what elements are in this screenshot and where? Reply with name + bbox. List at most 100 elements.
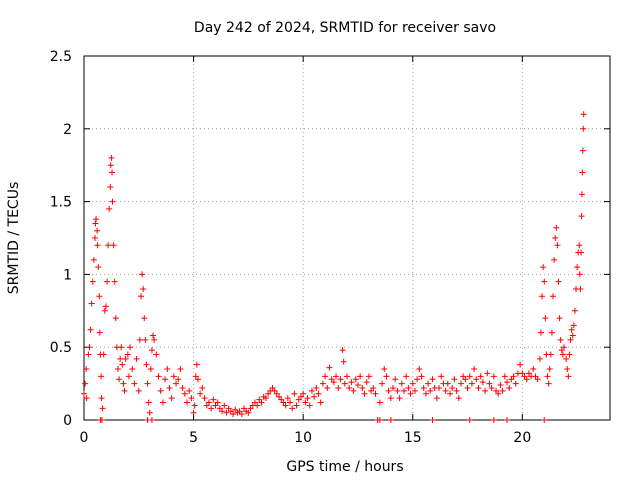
data-point <box>121 387 128 394</box>
data-point <box>578 213 585 220</box>
data-point <box>398 380 405 387</box>
data-point <box>92 220 99 227</box>
data-point <box>148 347 155 354</box>
data-point <box>109 198 116 205</box>
data-point <box>354 382 361 389</box>
data-point <box>141 315 148 322</box>
data-point <box>186 387 193 394</box>
y-axis-title: SRMTID / TECUs <box>6 182 22 295</box>
data-point <box>433 395 440 402</box>
data-point <box>537 329 544 336</box>
data-point <box>194 376 201 383</box>
data-point <box>546 366 553 373</box>
data-point <box>422 390 429 397</box>
x-tick-label: 0 <box>80 430 89 446</box>
x-tick-label: 5 <box>189 430 198 446</box>
data-point <box>339 347 346 354</box>
data-point <box>95 264 102 271</box>
data-point <box>383 373 390 380</box>
tick-layer: 0 5 10 15 20 0 0.5 1 1.5 2 2.5 <box>50 49 610 446</box>
data-point <box>191 402 198 409</box>
data-point <box>89 278 96 285</box>
data-point <box>420 384 427 391</box>
data-point <box>100 351 107 358</box>
data-point <box>96 293 103 300</box>
data-point <box>409 380 416 387</box>
data-point <box>392 376 399 383</box>
data-point <box>457 380 464 387</box>
data-point <box>102 303 109 310</box>
data-point <box>578 249 585 256</box>
data-point <box>245 409 252 416</box>
data-point <box>359 384 366 391</box>
data-point <box>155 373 162 380</box>
data-point <box>488 384 495 391</box>
y-tick-label: 0.5 <box>50 340 72 356</box>
data-point <box>567 336 574 343</box>
data-point <box>81 390 87 397</box>
data-point <box>111 278 118 285</box>
data-point <box>536 355 543 362</box>
data-point <box>284 395 291 402</box>
data-point <box>574 264 581 271</box>
data-point <box>405 384 412 391</box>
data-point <box>429 417 436 423</box>
data-point <box>438 373 445 380</box>
y-tick-label: 0 <box>63 413 72 429</box>
data-point <box>576 242 583 249</box>
data-point <box>311 393 318 400</box>
data-point <box>308 387 315 394</box>
data-point <box>346 384 353 391</box>
data-point <box>127 344 134 351</box>
data-point <box>137 293 144 300</box>
data-point <box>340 358 347 365</box>
data-point <box>184 399 191 406</box>
data-point <box>313 384 320 391</box>
data-point <box>501 373 508 380</box>
data-point <box>119 361 126 368</box>
x-axis-title: GPS time / hours <box>286 459 403 475</box>
data-point <box>554 242 561 249</box>
data-point <box>293 402 300 409</box>
data-point <box>442 387 449 394</box>
data-point <box>510 373 517 380</box>
data-point <box>94 227 101 234</box>
data-point <box>449 384 456 391</box>
data-point <box>190 409 197 416</box>
data-point <box>179 384 186 391</box>
data-point <box>414 376 421 383</box>
data-point <box>210 396 217 403</box>
data-point <box>107 184 114 191</box>
data-point <box>436 384 443 391</box>
data-point <box>545 380 552 387</box>
data-point <box>116 376 123 383</box>
data-point <box>304 395 311 402</box>
data-point <box>475 384 482 391</box>
data-point <box>517 361 524 368</box>
data-point <box>146 409 153 416</box>
data-point <box>302 399 309 406</box>
data-point <box>108 154 115 161</box>
data-point <box>387 417 394 423</box>
data-point <box>555 278 562 285</box>
data-point <box>557 336 564 343</box>
data-point <box>223 409 230 416</box>
data-point <box>363 379 370 386</box>
data-point <box>580 111 587 118</box>
data-point <box>88 300 95 307</box>
data-point <box>181 390 188 397</box>
data-point <box>563 355 570 362</box>
data-point <box>97 417 104 423</box>
data-point <box>205 399 212 406</box>
data-point <box>118 344 125 351</box>
data-point <box>580 125 587 132</box>
data-point <box>238 411 245 418</box>
data-point <box>361 390 368 397</box>
data-point <box>568 326 575 333</box>
data-point <box>352 376 359 383</box>
data-point <box>571 307 578 314</box>
data-point <box>407 390 414 397</box>
grid-layer <box>84 56 610 420</box>
data-point <box>365 373 372 380</box>
data-point <box>560 344 567 351</box>
